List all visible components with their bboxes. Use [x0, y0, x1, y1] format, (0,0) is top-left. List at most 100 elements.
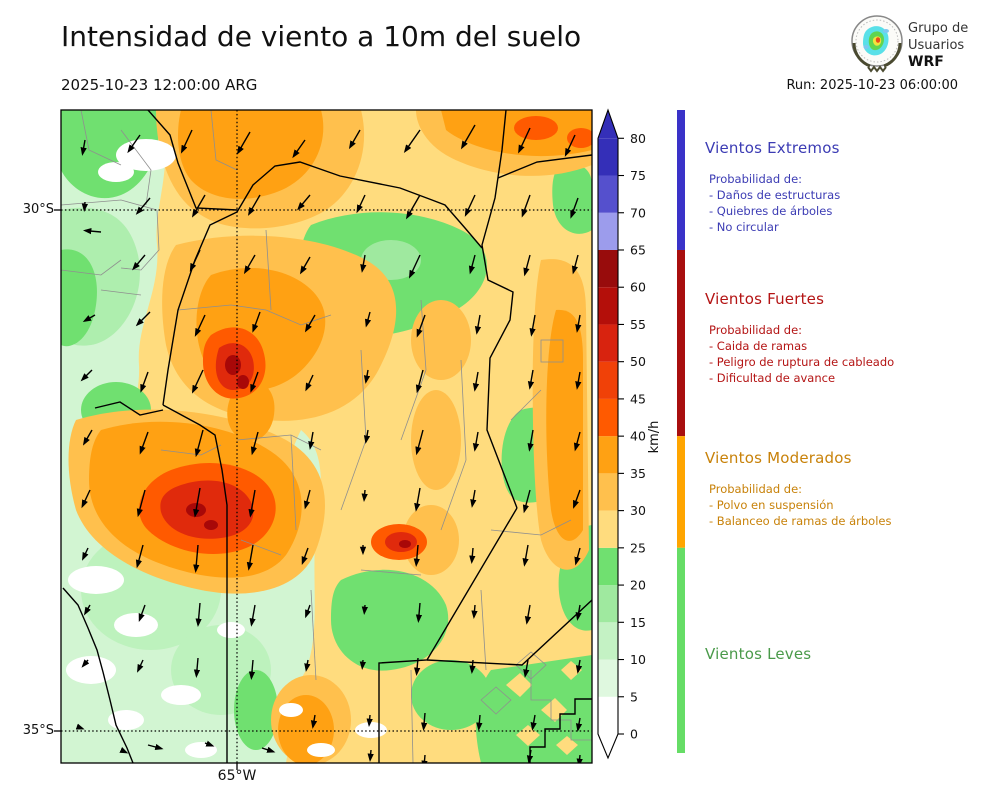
legend-probability-label: Probabilidad de: [709, 323, 803, 337]
wind-arrow [575, 314, 582, 333]
wind-arrow [191, 194, 206, 218]
colorbar-tick-label: 45 [630, 391, 646, 406]
wind-arrow [470, 489, 477, 508]
province-borders [62, 110, 592, 763]
wind-arrow [132, 254, 146, 271]
logo-line2: Usuarios [908, 38, 965, 53]
category-strip-segment [677, 436, 685, 548]
colorbar: 0 5 10 15 20 25 30 35 40 45 50 55 60 65 70 75 80 [597, 108, 685, 760]
wind-arrow [127, 134, 141, 154]
lon-label-65w: 65°W [217, 768, 257, 784]
colorbar-tick-label: 10 [630, 652, 646, 667]
wind-intensity-map [54, 109, 593, 770]
wind-arrow [250, 431, 259, 456]
category-strip-segment [677, 249, 685, 437]
wind-arrow [139, 431, 149, 455]
colorbar-segment [598, 361, 618, 399]
wind-arrow [75, 723, 85, 730]
wind-arrow [403, 129, 421, 154]
wind-arrow [474, 314, 482, 335]
wind-arrow [247, 194, 261, 216]
legend-item-list: - Caida de ramas - Peligro de ruptura de … [709, 338, 997, 386]
legend-item: - Balanceo de ramas de árboles [709, 514, 892, 528]
colorbar-segment [598, 287, 618, 325]
map-frame [60, 109, 593, 764]
wind-arrow [413, 544, 420, 568]
wind-arrow [571, 254, 579, 275]
page-title: Intensidad de viento a 10m del suelo [61, 20, 582, 53]
legend-category-title: Vientos Leves [705, 645, 812, 663]
wind-arrow [575, 371, 582, 390]
wind-arrow [308, 431, 315, 450]
wind-arrow [310, 714, 318, 729]
legend-category-vientos-leves: Vientos Leves [705, 645, 997, 663]
wind-arrow [464, 194, 476, 217]
wind-arrow [180, 129, 193, 154]
legend-probability-label: Probabilidad de: [709, 172, 803, 186]
colorbar-segment [598, 547, 618, 586]
legend-item: - Quiebres de árboles [709, 204, 833, 218]
colorbar-segment [598, 659, 618, 697]
wind-arrow [522, 489, 531, 514]
colorbar-segments [597, 108, 619, 760]
wind-arrow [468, 254, 476, 275]
wind-arrow [250, 371, 259, 393]
wind-arrow [415, 369, 424, 394]
legend-item: - Daños de estructuras [709, 188, 841, 202]
wind-arrow [476, 714, 483, 732]
category-strip-segment [677, 547, 685, 753]
legend-category-vientos-extremos: Vientos Extremos Probabilidad de: - Daños … [705, 139, 997, 235]
wind-arrow [421, 754, 428, 763]
colorbar-tick-label: 35 [630, 466, 646, 481]
wind-arrow [421, 712, 428, 732]
wind-arrow [469, 547, 476, 565]
wind-arrow [304, 659, 311, 672]
wind-arrow [361, 489, 368, 503]
wind-arrow [136, 489, 146, 518]
wind-arrow [82, 429, 93, 446]
legend-category-vientos-fuertes: Vientos Fuertes Probabilidad de: - Caida d… [705, 290, 997, 386]
wind-arrow [140, 371, 149, 393]
wind-arrow [408, 254, 421, 279]
legend-probability-label: Probabilidad de: [709, 482, 803, 496]
wind-arrow [522, 544, 529, 567]
valid-time-label: 2025-10-23 12:00:00 ARG [61, 76, 258, 94]
calm-patches [66, 139, 387, 758]
colorbar-tick-label: 65 [630, 242, 646, 257]
logo-line1: Grupo de [908, 21, 969, 36]
wind-arrow [414, 487, 421, 512]
colorbar-under-arrow [598, 734, 618, 758]
colorbar-tick-label: 5 [630, 689, 638, 704]
wind-arrow [305, 604, 312, 619]
lat-label-30s: 30°S [22, 202, 54, 217]
wind-arrow [356, 194, 366, 214]
wind-arrow [305, 374, 314, 392]
lat-lon-gridlines [61, 110, 592, 763]
colorbar-tick-label: 30 [630, 503, 646, 518]
axis-ticks [54, 209, 238, 770]
wind-arrow [366, 714, 373, 728]
wind-arrow [575, 717, 583, 732]
wind-arrow [363, 369, 371, 384]
legend-item: - Dificultad de avance [709, 371, 836, 385]
colorbar-segment [598, 585, 618, 623]
wind-arrow [193, 544, 200, 573]
wind-arrow [147, 743, 164, 751]
colorbar-segment [598, 138, 618, 176]
wind-categories-legend: Vientos Extremos Probabilidad de: - Daños … [705, 0, 997, 800]
wind-arrow [297, 194, 311, 211]
wind-arrow [469, 659, 476, 675]
category-strip [677, 110, 685, 753]
legend-item: - Peligro de ruptura de cableado [709, 355, 895, 369]
wind-arrow [527, 429, 534, 452]
wind-arrow [135, 197, 151, 215]
colorbar-tick-label: 40 [630, 429, 646, 444]
wind-arrow [570, 197, 579, 219]
wrf-users-logo-icon [851, 15, 903, 73]
wind-arrow [363, 429, 371, 444]
run-time-label: Run: 2025-10-23 06:00:00 [786, 78, 958, 93]
wind-arrow [301, 547, 309, 566]
colorbar-ticks: 0 5 10 15 20 25 30 35 40 45 50 55 60 65 70 75 80 [618, 131, 646, 742]
colorbar-segment [598, 175, 618, 213]
